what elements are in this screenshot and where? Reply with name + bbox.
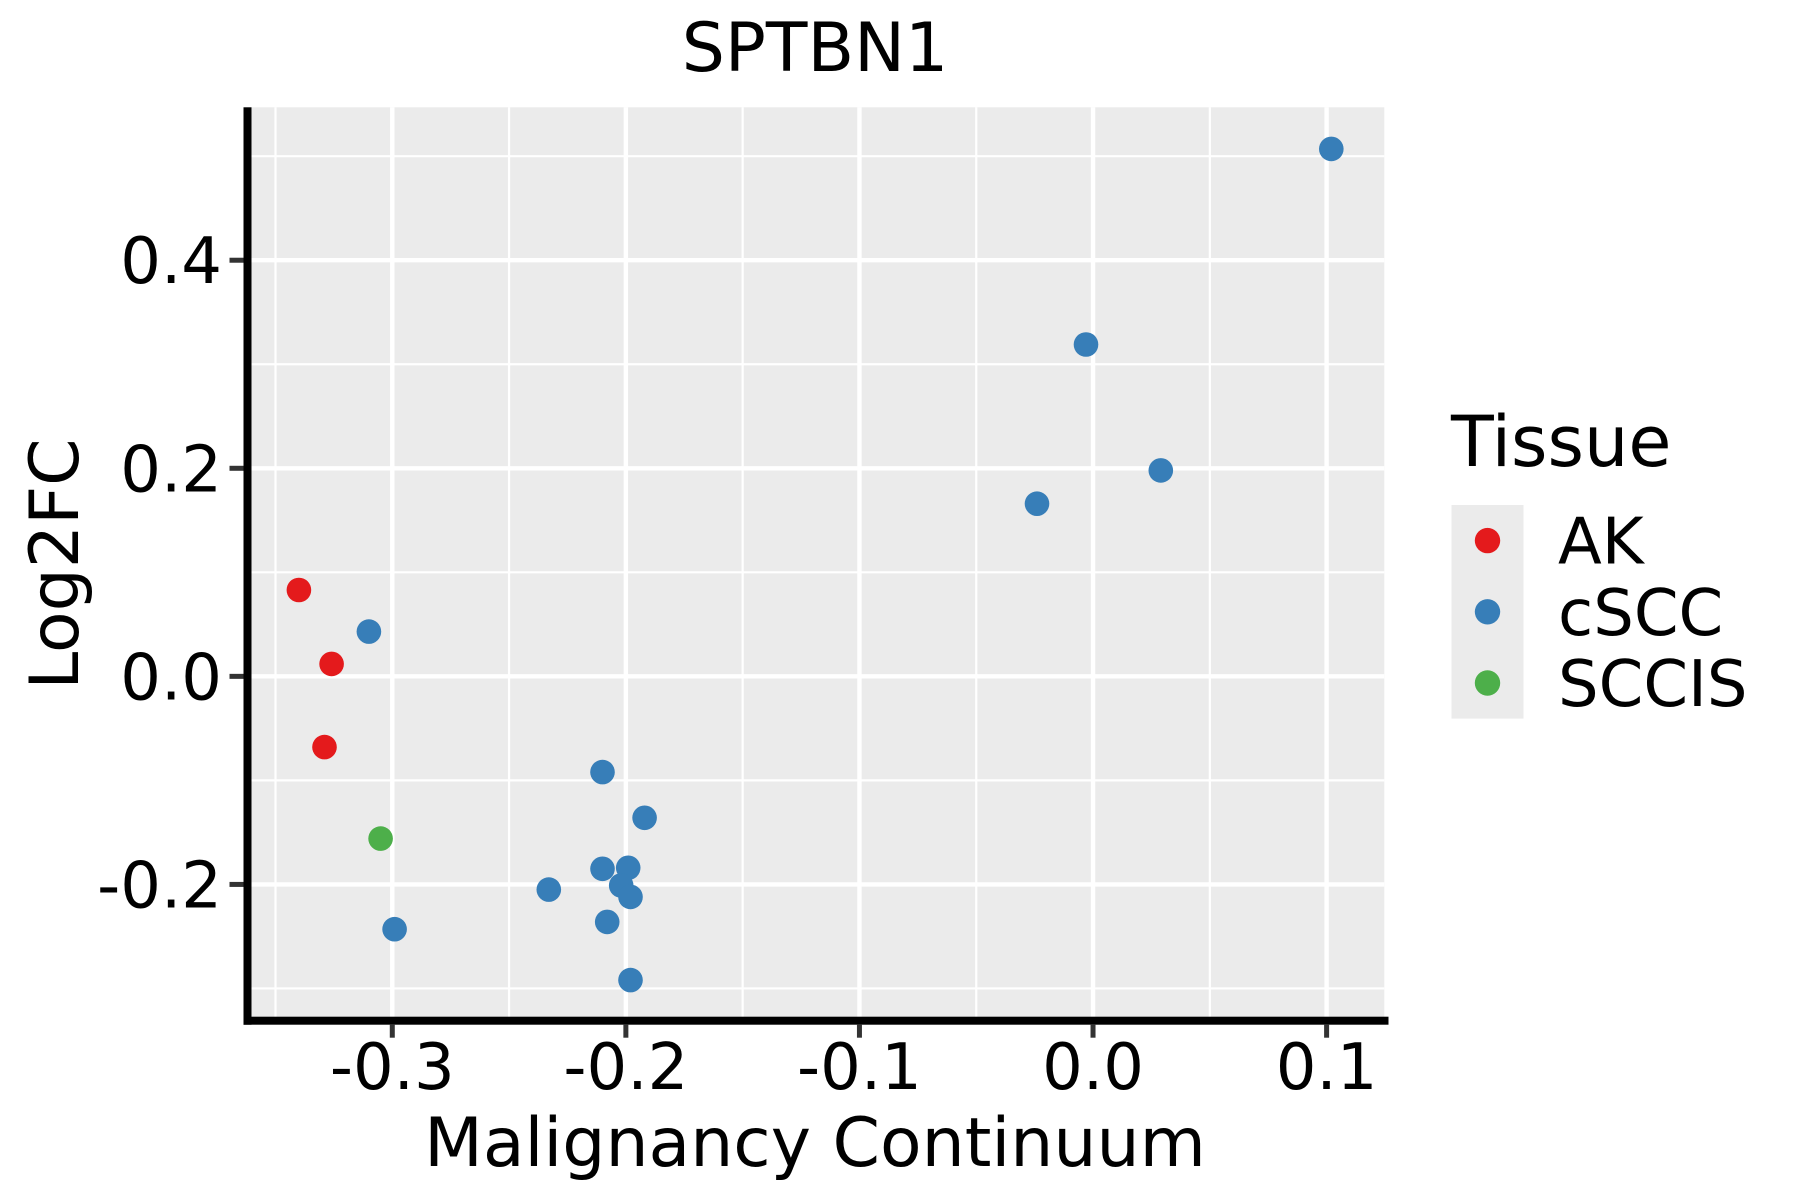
data-point-cscc xyxy=(618,967,643,993)
data-point-cscc xyxy=(632,805,657,831)
data-point-ak xyxy=(286,577,312,603)
y-tick-label: 0.2 xyxy=(120,433,222,507)
x-tick-label: -0.3 xyxy=(330,1031,455,1105)
data-point-cscc xyxy=(594,909,620,935)
x-axis-label: Malignancy Continuum xyxy=(424,1104,1206,1183)
y-tick-mark xyxy=(229,881,244,887)
data-point-sccis xyxy=(368,826,393,851)
x-tick-label: -0.2 xyxy=(563,1031,688,1105)
data-point-ak xyxy=(312,734,337,760)
y-tick-mark xyxy=(229,465,244,471)
data-point-cscc xyxy=(1073,332,1099,357)
legend-swatch-ak xyxy=(1474,527,1501,554)
y-tick-label: -0.2 xyxy=(97,849,222,923)
x-tick-mark xyxy=(389,1024,395,1038)
data-point-cscc xyxy=(590,856,615,882)
data-point-cscc xyxy=(536,877,562,902)
plot-panel xyxy=(247,107,1385,1021)
y-tick-label: 0.0 xyxy=(120,641,222,715)
legend-label-ak: AK xyxy=(1558,506,1646,580)
legend-swatch-cscc xyxy=(1474,599,1501,625)
x-tick-label: 0.1 xyxy=(1276,1031,1378,1105)
data-point-cscc xyxy=(590,759,615,785)
x-tick-mark xyxy=(856,1024,862,1038)
x-tick-label: -0.1 xyxy=(797,1031,922,1105)
data-point-cscc xyxy=(382,916,407,942)
plot-title: SPTBN1 xyxy=(682,9,949,88)
data-point-cscc xyxy=(1024,491,1050,516)
points-layer xyxy=(286,136,1344,993)
data-point-ak xyxy=(319,651,344,677)
legend-label-cscc: cSCC xyxy=(1558,577,1723,651)
legend-swatch-sccis xyxy=(1474,670,1501,696)
x-tick-mark xyxy=(1324,1024,1330,1038)
data-point-cscc xyxy=(1148,458,1174,483)
x-tick-label: 0.0 xyxy=(1042,1031,1144,1105)
y-tick-mark xyxy=(229,673,244,679)
axes-layer: -0.3 -0.2 -0.1 0.0 0.1 -0.2 0.0 0.2 0.4 xyxy=(97,107,1389,1105)
y-axis-spine xyxy=(243,107,252,1025)
y-axis-label: Log2FC xyxy=(16,438,95,689)
x-tick-mark xyxy=(1090,1024,1096,1038)
x-axis-spine xyxy=(243,1016,1389,1025)
data-point-cscc xyxy=(618,884,643,910)
data-point-cscc xyxy=(356,619,382,644)
legend-label-sccis: SCCIS xyxy=(1558,648,1748,722)
y-tick-label: 0.4 xyxy=(120,225,222,299)
x-tick-mark xyxy=(623,1024,629,1038)
data-point-cscc xyxy=(1319,136,1344,162)
y-tick-mark xyxy=(229,257,244,263)
legend-title: Tissue xyxy=(1450,401,1671,483)
